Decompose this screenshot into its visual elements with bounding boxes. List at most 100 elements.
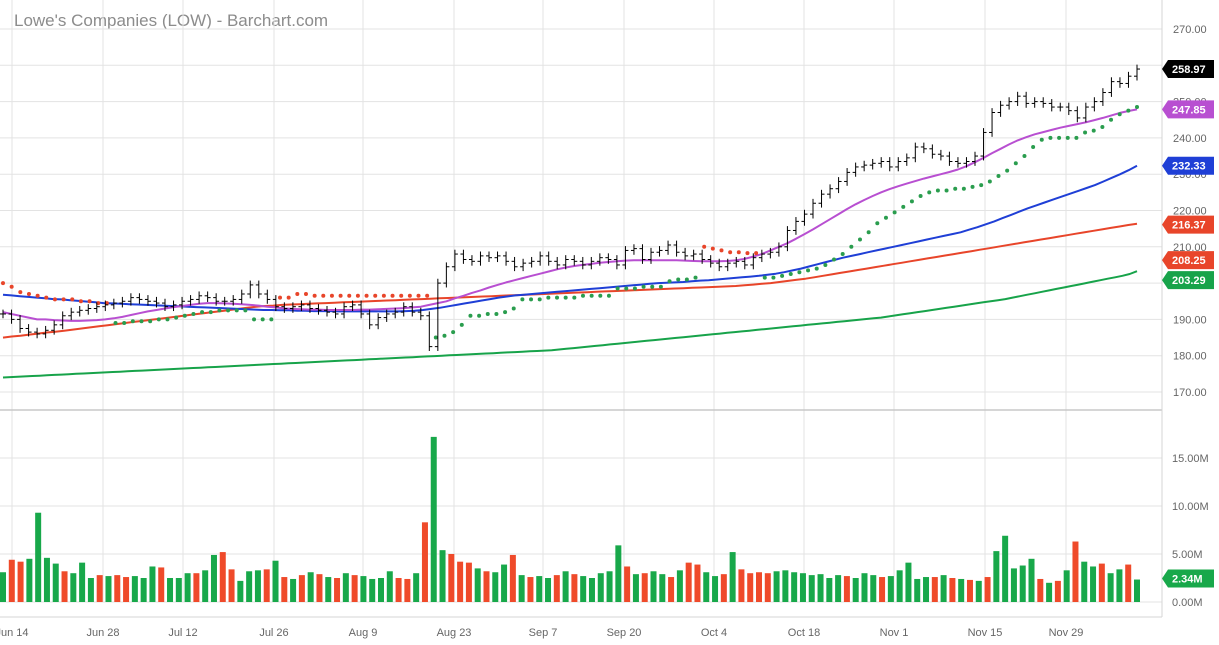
volume-bar	[149, 566, 156, 602]
volume-bar	[509, 554, 516, 602]
y-tick-label: 240.00	[1173, 133, 1207, 145]
volume-bar	[905, 562, 912, 602]
volume-bar	[369, 578, 376, 602]
psar-dot	[191, 311, 196, 316]
psar-dot	[416, 293, 421, 298]
psar-dot	[736, 250, 741, 255]
psar-dot	[598, 293, 603, 298]
psar-dot	[953, 186, 958, 191]
psar-dot	[1083, 130, 1088, 135]
volume-tag-text: 2.34M	[1172, 574, 1203, 586]
psar-dot	[347, 293, 352, 298]
volume-bar	[799, 573, 806, 602]
volume-bar	[1081, 561, 1088, 602]
ma-blue-line	[2, 164, 1138, 313]
x-tick-label: Jul 12	[168, 627, 197, 639]
psar-dot	[840, 252, 845, 257]
psar-dot	[286, 295, 291, 300]
ma-red-tag: 216.37	[1162, 215, 1214, 234]
psar-dot	[425, 293, 430, 298]
psar-dot	[771, 275, 776, 280]
x-tick-label: Aug 23	[437, 627, 472, 639]
volume-bar	[1046, 582, 1053, 602]
psar-dot	[35, 293, 40, 298]
volume-bar	[597, 573, 604, 602]
volume-bar	[325, 577, 332, 602]
volume-bar	[281, 577, 288, 602]
volume-bar	[975, 580, 982, 602]
psar-dot	[1031, 144, 1036, 149]
psar-dot	[26, 291, 31, 296]
volume-bar	[843, 576, 850, 602]
volume-bar	[712, 576, 719, 602]
psar-dot	[979, 183, 984, 188]
volume-bar	[791, 572, 798, 602]
psar-dot	[806, 268, 811, 273]
psar-dot	[338, 293, 343, 298]
volume-bar	[439, 550, 446, 602]
volume-bar	[158, 567, 165, 602]
volume-bar	[694, 564, 701, 602]
volume-bar	[720, 574, 727, 602]
psar-dot	[650, 284, 655, 289]
psar-dot	[1, 281, 5, 286]
volume-bar	[632, 574, 639, 602]
volume-bar	[562, 571, 569, 602]
psar-dot	[1117, 112, 1122, 117]
x-tick-label: Sep 20	[607, 627, 642, 639]
psar-dot	[9, 284, 14, 289]
volume-bar	[334, 578, 341, 602]
psar-dot	[208, 310, 213, 315]
psar-dot	[641, 284, 646, 289]
volume-bar	[641, 573, 648, 602]
volume-bar	[351, 575, 358, 602]
psar-dot	[1135, 105, 1139, 110]
psar-dot	[632, 286, 637, 291]
ma-green-tag-text: 203.29	[1172, 275, 1206, 287]
volume-bar	[949, 578, 956, 602]
volume-bar	[1010, 568, 1017, 602]
x-tick-label: Sep 7	[529, 627, 558, 639]
volume-bar	[782, 570, 789, 602]
psar-dot	[200, 310, 205, 315]
psar-dot	[676, 277, 681, 282]
volume-bar	[676, 570, 683, 602]
parabolic-sar-dots	[1, 105, 1139, 340]
volume-bar	[606, 571, 613, 602]
volume-tick-label: 0.00M	[1172, 597, 1203, 609]
volume-bar	[35, 512, 42, 602]
psar-dot	[1091, 128, 1096, 133]
psar-dot	[104, 301, 109, 306]
volume-bar	[272, 560, 279, 602]
volume-bar	[1019, 565, 1026, 602]
volume-bar	[1028, 558, 1035, 602]
psar-dot	[399, 293, 404, 298]
volume-bar	[448, 554, 455, 602]
volume-bar	[457, 561, 464, 602]
ma-blue-tag-text: 232.33	[1172, 161, 1206, 173]
psar-dot	[555, 295, 560, 300]
volume-bar	[52, 563, 59, 602]
volume-bar	[685, 562, 692, 602]
y-tick-label: 270.00	[1173, 24, 1207, 36]
psar-dot	[520, 297, 525, 302]
psar-dot	[122, 321, 127, 326]
volume-tag: 2.34M	[1162, 569, 1214, 588]
volume-bar	[61, 571, 68, 602]
ma-red-tag-text: 216.37	[1172, 220, 1206, 232]
volume-bar	[483, 571, 490, 602]
volume-bar	[290, 578, 297, 602]
psar-dot	[606, 293, 611, 298]
psar-dot	[788, 272, 793, 277]
volume-bar	[360, 576, 367, 602]
volume-bar	[887, 576, 894, 602]
psar-dot	[217, 308, 222, 313]
psar-dot	[165, 317, 170, 322]
x-tick-label: Jun 14	[0, 627, 29, 639]
psar-dot	[996, 174, 1001, 179]
psar-dot	[468, 313, 473, 318]
volume-bars	[0, 436, 1140, 602]
psar-dot	[1013, 161, 1018, 166]
volume-bar	[659, 574, 666, 602]
